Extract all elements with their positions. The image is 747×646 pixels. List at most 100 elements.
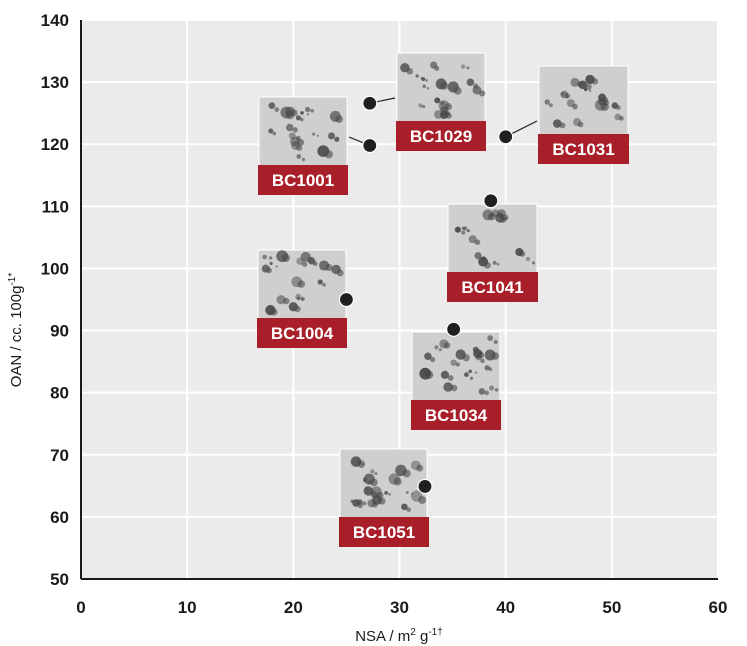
particle-cluster <box>378 497 386 505</box>
particle-cluster <box>474 371 478 374</box>
particle-cluster <box>560 92 564 96</box>
particle-cluster <box>325 264 333 272</box>
particle-cluster <box>388 492 391 496</box>
y-axis-title: OAN / cc. 100g-1* <box>7 273 25 388</box>
particle-cluster <box>477 352 485 359</box>
particle-cluster <box>411 492 414 495</box>
particle-cluster <box>405 490 409 494</box>
particle-cluster <box>578 80 588 90</box>
particle-cluster <box>268 128 274 134</box>
particle-cluster <box>420 77 423 80</box>
particle-cluster <box>305 106 311 113</box>
particle-cluster <box>531 261 536 265</box>
particle-cluster <box>324 150 333 159</box>
y-tick-label: 100 <box>41 259 69 278</box>
particle-cluster <box>525 256 531 262</box>
particle-cluster <box>290 109 298 117</box>
particle-cluster <box>295 135 301 141</box>
particle-cluster <box>484 261 491 269</box>
particle-cluster <box>572 103 578 110</box>
particle-cluster <box>466 78 475 87</box>
particle-cluster <box>362 501 367 506</box>
y-tick-label: 80 <box>50 384 69 403</box>
micrograph-thumbnail: BC1004 <box>257 249 347 348</box>
particle-cluster <box>585 83 592 91</box>
x-tick-label: 0 <box>76 598 85 617</box>
particle-cluster <box>356 499 363 505</box>
data-point <box>362 137 378 154</box>
particle-cluster <box>544 99 550 105</box>
micrograph-thumbnail: BC1051 <box>339 448 429 547</box>
particle-cluster <box>335 115 343 124</box>
data-point <box>483 193 499 209</box>
particle-cluster <box>270 308 278 316</box>
particle-cluster <box>479 90 486 97</box>
particle-cluster <box>406 507 412 512</box>
particle-cluster <box>262 254 267 260</box>
particle-cluster <box>370 490 377 498</box>
y-tick-label: 70 <box>50 446 69 465</box>
particle-cluster <box>312 132 316 136</box>
particle-cluster <box>327 132 335 140</box>
particle-cluster <box>297 139 305 146</box>
particle-cluster <box>374 472 378 476</box>
particle-cluster <box>434 97 441 104</box>
x-tick-label: 10 <box>178 598 197 617</box>
particle-cluster <box>322 283 326 287</box>
particle-cluster <box>415 74 419 78</box>
y-tick-label: 140 <box>41 11 69 30</box>
particle-cluster <box>488 367 493 371</box>
particle-cluster <box>424 352 432 360</box>
particle-cluster <box>443 342 451 349</box>
particle-cluster <box>438 348 442 352</box>
particle-cluster <box>519 251 526 257</box>
sample-badge <box>538 134 629 164</box>
sample-badge <box>447 272 538 302</box>
particle-cluster <box>548 103 553 108</box>
sample-label: BC1031 <box>552 140 614 159</box>
particle-cluster <box>266 267 272 274</box>
particle-cluster <box>494 388 499 392</box>
particle-cluster <box>450 384 458 392</box>
x-axis-title: NSA / m2 g-1† <box>355 627 443 645</box>
particle-cluster <box>480 358 485 364</box>
particle-cluster <box>425 79 428 82</box>
particle-cluster <box>297 280 306 288</box>
micrograph-thumbnail: BC1001 <box>258 96 348 195</box>
particle-cluster <box>316 134 319 137</box>
micrograph-thumbnail: BC1031 <box>538 65 629 164</box>
particle-cluster <box>302 261 308 267</box>
particle-cluster <box>292 127 298 133</box>
particle-cluster <box>317 279 323 285</box>
particle-cluster <box>487 335 494 342</box>
sample-badge <box>257 318 347 348</box>
particle-cluster <box>474 252 482 260</box>
particle-cluster <box>406 67 414 75</box>
particle-cluster <box>454 226 461 233</box>
particle-cluster <box>467 229 471 233</box>
particle-cluster <box>493 340 498 345</box>
particle-cluster <box>443 382 453 392</box>
x-tick-label: 50 <box>602 598 621 617</box>
particle-cluster <box>424 370 434 379</box>
particle-cluster <box>295 293 302 300</box>
particle-cluster <box>440 101 445 106</box>
particle-cluster <box>296 144 303 151</box>
y-tick-label: 120 <box>41 135 69 154</box>
data-point <box>338 291 355 308</box>
sample-thumbnails: BC1001 BC1029 BC1031 BC1041 BC1004 BC1034 BC10… <box>257 52 629 547</box>
particle-cluster <box>559 122 566 129</box>
particle-cluster <box>445 112 452 119</box>
particle-cluster <box>616 105 621 110</box>
data-point <box>417 478 433 495</box>
particle-cluster <box>472 85 482 95</box>
particle-cluster <box>484 365 490 371</box>
sample-badge <box>411 400 501 430</box>
particle-cluster <box>440 112 447 120</box>
particle-cluster <box>418 496 427 504</box>
particle-cluster <box>461 230 466 235</box>
particle-cluster <box>372 501 378 508</box>
particle-cluster <box>300 296 305 301</box>
particle-cluster <box>285 123 294 132</box>
